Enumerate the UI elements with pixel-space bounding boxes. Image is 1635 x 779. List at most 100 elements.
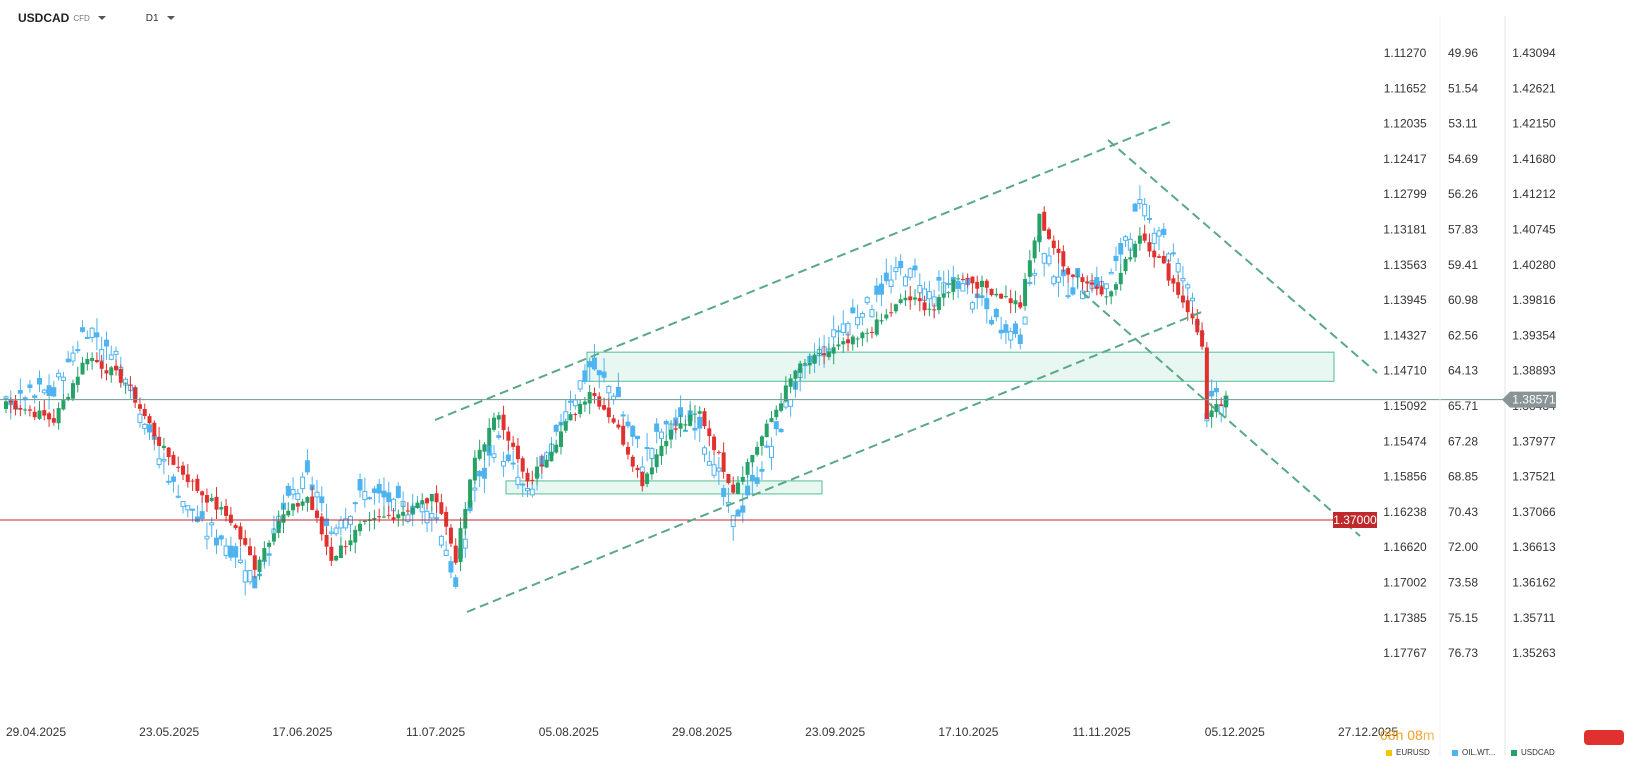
usdcad-candle: [726, 473, 731, 484]
timeframe-dropdown-icon[interactable]: [166, 16, 175, 20]
oil-candle: [1113, 255, 1119, 262]
oil-candle: [166, 480, 172, 483]
usdcad-candle: [185, 474, 190, 483]
y-tick-label-eurusd: 1.13181: [1383, 223, 1427, 237]
usdcad-candle: [855, 338, 860, 340]
oil-candle: [778, 428, 784, 433]
y-tick-label-eurusd: 1.14327: [1383, 328, 1427, 342]
y-tick-label-usdcad: 1.40280: [1512, 258, 1556, 272]
eurusd-swatch-icon: [1386, 749, 1392, 756]
oil-candle: [41, 389, 47, 394]
usdcad-candle: [487, 427, 492, 446]
usdcad-candle: [181, 465, 186, 475]
usdcad-candle: [616, 424, 621, 428]
usdcad-candle: [1185, 300, 1190, 313]
usdcad-candle: [1166, 263, 1171, 281]
usdcad-candle: [1032, 240, 1037, 259]
timeframe-selector[interactable]: D1: [145, 12, 159, 24]
oil-candle: [424, 510, 430, 524]
oil-candle: [304, 460, 310, 473]
legend-eurusd[interactable]: EURUSD: [1386, 748, 1430, 757]
level-tag-value: 1.37000: [1333, 513, 1377, 527]
oil-candle: [185, 505, 191, 511]
oil-candle: [1046, 255, 1052, 265]
oil-candle: [108, 354, 114, 360]
oil-candle: [855, 316, 861, 326]
oil-candle: [606, 385, 612, 394]
oil-candle: [324, 518, 330, 527]
y-tick-label-eurusd: 1.13945: [1383, 293, 1427, 307]
usdcad-candle: [869, 331, 874, 333]
x-tick-label: 17.10.2025: [938, 725, 998, 739]
usdcad-candle: [161, 445, 166, 449]
usdcad-candle: [252, 555, 257, 570]
usdcad-candle: [1023, 279, 1028, 307]
oil-candle: [984, 298, 990, 310]
usdcad-candle: [511, 442, 516, 447]
usdcad-candle: [688, 414, 693, 426]
oil-candle: [1190, 297, 1196, 302]
usdcad-candle: [152, 422, 157, 437]
oil-candle: [438, 535, 444, 546]
usdcad-candle: [267, 542, 272, 547]
oil-candle: [754, 477, 760, 484]
oil-candle: [362, 490, 368, 501]
oil-candle: [175, 495, 181, 498]
oil-candle: [926, 291, 932, 300]
usdcad-candle: [1104, 296, 1109, 298]
usdcad-candle: [1094, 286, 1099, 289]
oil-candle: [103, 339, 109, 347]
usdcad-candle: [1109, 291, 1114, 297]
symbol-name[interactable]: USDCAD: [18, 11, 70, 25]
symbol-dropdown-icon[interactable]: [97, 16, 106, 20]
oil-candle: [907, 268, 913, 278]
usdcad-candle: [137, 404, 142, 409]
y-tick-label-oil: 67.28: [1448, 434, 1478, 448]
oil-candle: [237, 559, 243, 564]
usdcad-candle: [75, 376, 80, 385]
oil-candle: [601, 371, 607, 378]
usdcad-candle: [831, 347, 836, 354]
lines-layer: [0, 121, 1505, 613]
usdcad-candle: [649, 467, 654, 475]
countdown-m-unit: m: [1422, 727, 1435, 743]
usdcad-candle: [319, 516, 324, 535]
legend-oil[interactable]: OIL.WT...: [1452, 748, 1495, 757]
usdcad-candle: [846, 339, 851, 344]
x-tick-label: 29.08.2025: [672, 725, 732, 739]
usdcad-candle: [606, 407, 611, 418]
usdcad-candle: [496, 415, 501, 420]
oil-candle: [912, 265, 918, 271]
usdcad-candle: [1051, 240, 1056, 249]
usdcad-candle: [798, 363, 803, 373]
x-tick-label: 11.07.2025: [406, 725, 465, 739]
countdown-minutes: 08: [1407, 727, 1423, 743]
usdcad-candle: [410, 507, 415, 514]
candle-countdown: 08h 08m: [1380, 727, 1435, 743]
usdcad-candle: [678, 423, 683, 429]
oil-candle: [582, 370, 588, 382]
usdcad-candle: [305, 497, 310, 503]
support-resistance-zone: [505, 480, 823, 495]
usdcad-candle: [224, 505, 229, 516]
usdcad-candle: [664, 440, 669, 447]
usdcad-candle: [4, 401, 8, 409]
legend-usdcad[interactable]: USDCAD: [1511, 748, 1555, 757]
oil-candle: [936, 276, 942, 281]
usdcad-candle: [1085, 281, 1090, 284]
oil-candle: [367, 497, 373, 500]
oil-candle: [649, 448, 655, 460]
trend-line: [434, 121, 1171, 421]
usdcad-candle: [539, 464, 544, 467]
usdcad-candle: [582, 401, 587, 405]
usdcad-candle: [597, 396, 602, 407]
oil-candle: [204, 535, 210, 540]
oil-candle: [395, 485, 401, 498]
y-tick-label-eurusd: 1.14710: [1383, 364, 1427, 378]
usdcad-candle: [836, 344, 841, 347]
oil-candle: [524, 488, 530, 492]
alert-button[interactable]: [1584, 730, 1624, 745]
usdcad-candle: [1003, 296, 1008, 298]
usdcad-candle: [238, 526, 243, 540]
